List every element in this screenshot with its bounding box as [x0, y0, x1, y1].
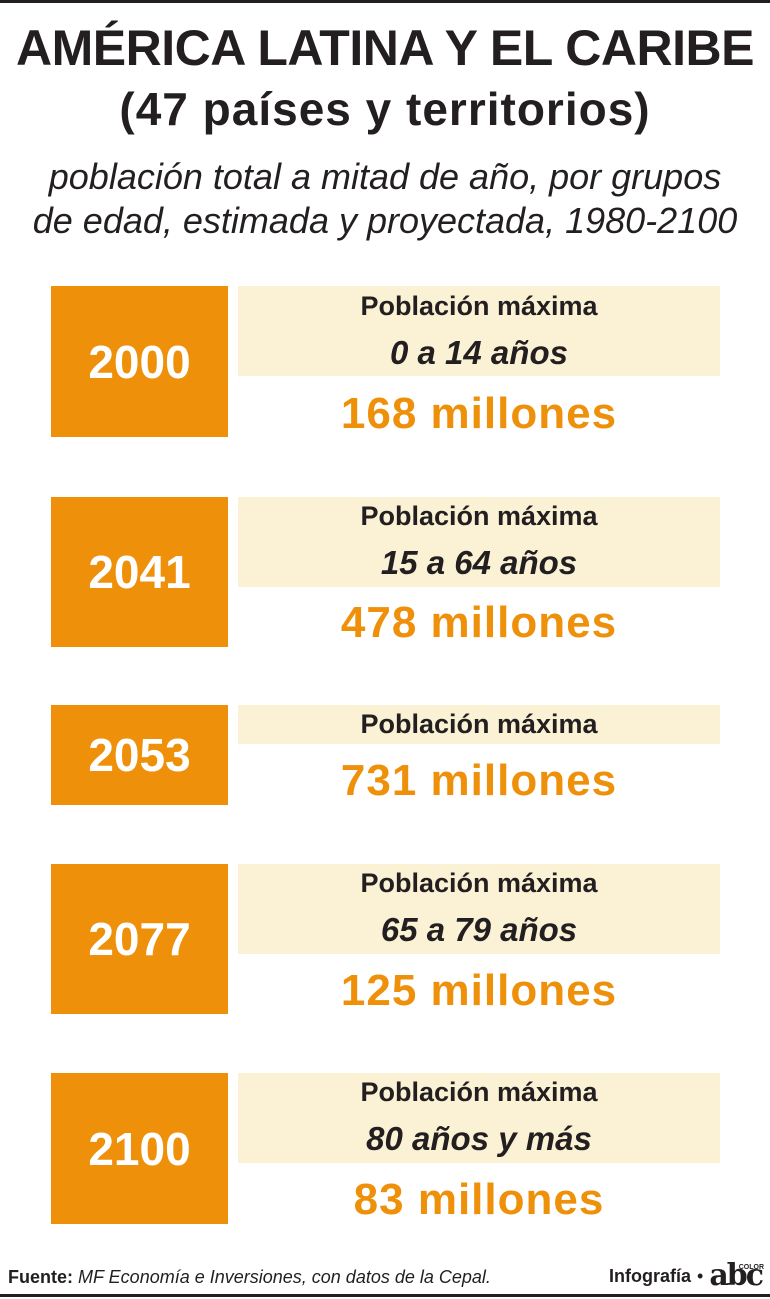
population-value: 168 millones: [340, 389, 618, 438]
age-group-label: 80 años y más: [366, 1120, 592, 1157]
logo-text: abc: [709, 1258, 764, 1293]
label-title: Población máxima: [360, 501, 598, 531]
bottom-rule: [0, 1294, 770, 1297]
year-box: 2100: [51, 1073, 228, 1224]
year-box: 2041: [51, 497, 228, 647]
source-note: Fuente: MF Economía e Inversiones, con d…: [8, 1266, 491, 1288]
population-value: 125 millones: [340, 966, 618, 1015]
population-value: 731 millones: [340, 756, 618, 805]
population-value: 83 millones: [353, 1175, 605, 1224]
page-description: población total a mitad de año, por grup…: [0, 155, 770, 243]
logo-sub: COLOR: [738, 1264, 764, 1271]
age-group-label: 0 a 14 años: [390, 334, 568, 371]
label-title: Población máxima: [360, 1077, 598, 1107]
age-group-label: 15 a 64 años: [380, 544, 578, 581]
label-title: Población máxima: [360, 291, 598, 321]
year-box: 2053: [51, 705, 228, 805]
description-line-1: población total a mitad de año, por grup…: [48, 156, 722, 197]
label-band: [238, 864, 720, 954]
population-value: 478 millones: [340, 598, 618, 647]
label-band: [238, 286, 720, 376]
source-label: Fuente:: [8, 1267, 73, 1287]
top-rule: [0, 0, 770, 3]
bullet: •: [697, 1266, 704, 1286]
year-box: 2000: [51, 286, 228, 437]
label-band: [238, 705, 720, 744]
source-text: MF Economía e Inversiones, con datos de …: [78, 1267, 491, 1287]
abc-logo: abc COLOR: [709, 1261, 764, 1291]
age-group-label: 65 a 79 años: [380, 911, 578, 948]
page-subtitle: (47 países y territorios): [119, 83, 651, 135]
label-title: Población máxima: [360, 709, 598, 739]
label-title: Población máxima: [360, 868, 598, 898]
description-line-2: de edad, estimada y proyectada, 1980-210…: [32, 200, 738, 241]
credit-label: Infografía: [608, 1266, 691, 1286]
label-band: [238, 497, 720, 587]
year-box: 2077: [51, 864, 228, 1014]
credit: Infografía • abc COLOR: [608, 1261, 764, 1291]
label-band: [238, 1073, 720, 1163]
page-title: AMÉRICA LATINA Y EL CARIBE: [16, 20, 754, 76]
